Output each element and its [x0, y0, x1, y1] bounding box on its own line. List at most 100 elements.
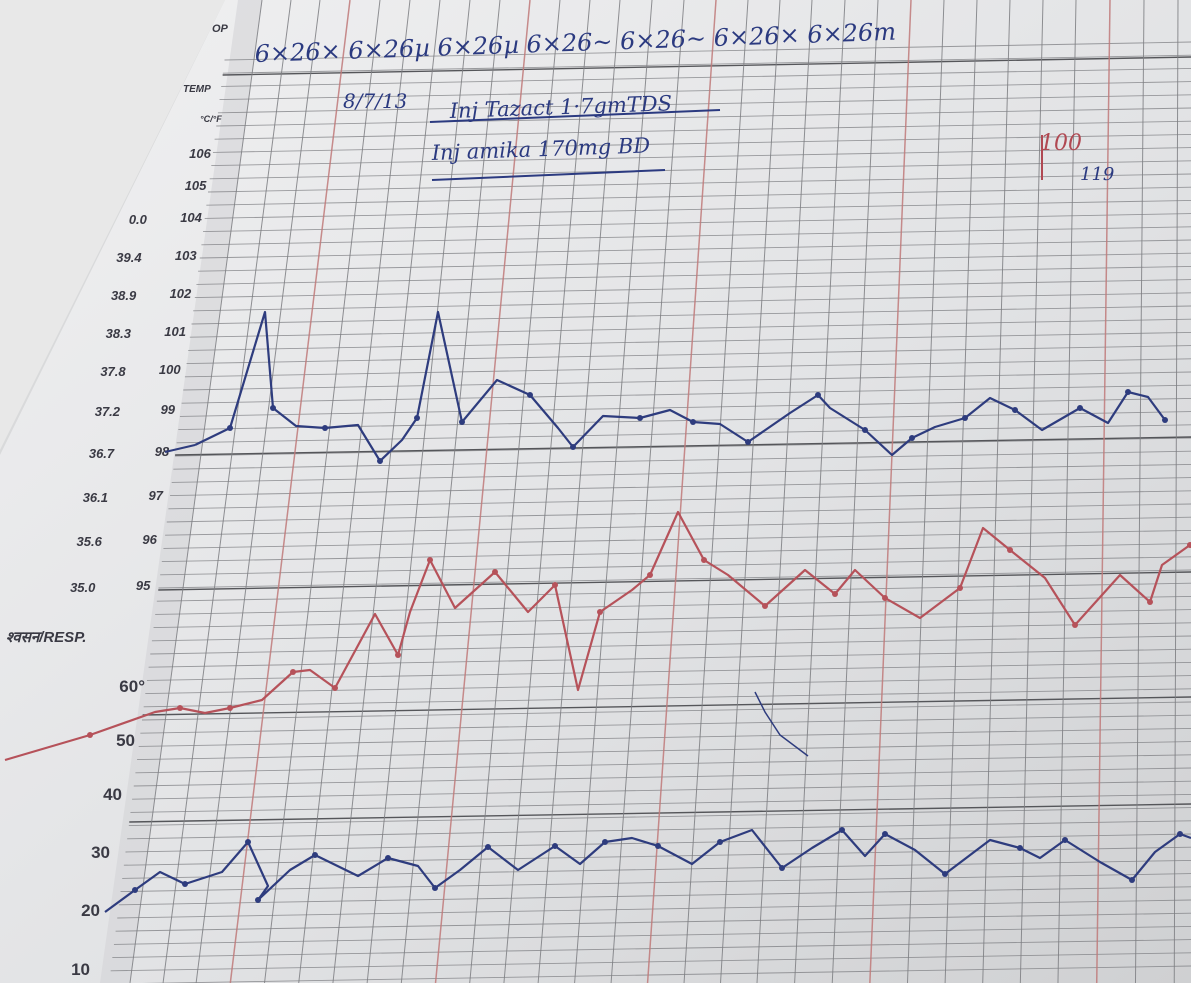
grid-h-line [158, 569, 1191, 589]
pulse-trace-dot [227, 705, 233, 711]
temperature-trace-dot [909, 435, 915, 441]
resp-tick: 20 [81, 901, 100, 920]
respiration-trace-dot [779, 865, 785, 871]
temperature-trace-dot [227, 425, 233, 431]
pulse-trace-dot [1147, 599, 1153, 605]
grid-h-line [165, 516, 1191, 536]
temperature-trace [194, 310, 1166, 463]
respiration-trace-dot [1129, 877, 1135, 883]
celsius-tick: 36.7 [89, 446, 115, 461]
celsius-tick: 35.6 [77, 534, 103, 549]
grid-h-line [191, 305, 1191, 325]
grid-h-line [127, 820, 1191, 840]
grid-h-line [163, 529, 1191, 549]
grid-h-line [142, 965, 1191, 983]
grid-v-line [469, 0, 561, 983]
pulse-trace-dot [552, 582, 558, 588]
respiration-trace-dot [882, 831, 888, 837]
vital-sign-traces [4, 310, 1191, 913]
celsius-tick: 38.3 [106, 326, 132, 341]
pulse-trace-dot [762, 603, 768, 609]
respiration-trace-dot [385, 855, 391, 861]
grid-v-line [720, 0, 781, 983]
grid-h-line [203, 213, 1191, 233]
grid-h-line [113, 925, 1191, 945]
grid-h-line [221, 67, 1191, 87]
pulse-trace-dot [701, 557, 707, 563]
resp-label: श्वसन/RESP. [6, 629, 86, 646]
grid-horizontal-lines [110, 41, 1191, 983]
grid-v-line [982, 0, 1011, 983]
grid-v-line [683, 0, 749, 983]
fahrenheit-tick: 103 [175, 248, 197, 263]
pulse-trace-dot [492, 569, 498, 575]
grid-h-line [115, 912, 1191, 932]
pulse-trace-dot [647, 572, 653, 578]
fahrenheit-tick: 100 [159, 362, 181, 377]
table-surface [0, 0, 225, 450]
grid-h-line [128, 807, 1191, 827]
header-top-label: OP [212, 23, 229, 35]
fahrenheit-tick: 104 [180, 210, 202, 225]
temperature-trace-dot [527, 392, 533, 398]
fahrenheit-tick: 97 [149, 488, 164, 503]
grid-v-line [794, 0, 846, 983]
grid-h-line [117, 899, 1191, 919]
respiration-trace [104, 828, 1191, 913]
temperature-trace-dot [1077, 405, 1083, 411]
grid-v-line [298, 0, 411, 983]
grid-h-line [120, 873, 1191, 893]
grid-v-red-line [869, 0, 912, 983]
pulse-trace-dot [87, 732, 93, 738]
respiration-trace-dot [132, 887, 138, 893]
handwritten-date: 8/7/13 [343, 89, 407, 113]
respiration-trace-dot [655, 843, 661, 849]
celsius-tick: 0.0 [129, 212, 148, 227]
grid-h-major-line [158, 571, 1191, 591]
grid-v-line [906, 0, 945, 983]
handwritten-side-bottom: 119 [1080, 164, 1114, 185]
grid-v-line [195, 0, 321, 983]
grid-v-line [400, 0, 501, 983]
respiration-scale: 60° 50 40 30 20 10 [71, 677, 145, 979]
grid-h-line [174, 437, 1191, 457]
grid-vertical-lines [129, 0, 1179, 983]
grid-v-line [537, 0, 621, 983]
celsius-tick: 38.9 [111, 288, 137, 303]
grid-h-line [188, 331, 1191, 351]
grid-v-red-line [434, 0, 531, 983]
grid-h-line [212, 133, 1191, 153]
grid-h-line [156, 582, 1191, 602]
pulse-trace-dot [882, 595, 888, 601]
grid-v-line [831, 0, 879, 983]
fahrenheit-tick: 101 [164, 324, 186, 339]
temperature-trace-dot [745, 439, 751, 445]
grid-v-line [1173, 0, 1179, 983]
grid-h-line [222, 54, 1191, 74]
temperature-trace-dot [1012, 407, 1018, 413]
stray-pen-mark [754, 691, 809, 757]
grid-h-line [110, 952, 1191, 972]
fahrenheit-tick: 98 [155, 444, 170, 459]
respiration-trace-dot [182, 881, 188, 887]
celsius-tick: 35.0 [70, 580, 96, 595]
resp-tick: 60° [119, 677, 145, 696]
fahrenheit-tick: 105 [185, 178, 207, 193]
resp-tick: 50 [116, 731, 135, 750]
celsius-tick: 37.2 [95, 404, 121, 419]
grid-v-line [610, 0, 685, 983]
temperature-trace-dot [815, 392, 821, 398]
temperature-trace-dot [570, 444, 576, 450]
underline-1 [429, 109, 721, 123]
grid-v-line [366, 0, 471, 983]
grid-h-line [181, 384, 1191, 404]
pulse-trace-dot [290, 669, 296, 675]
grid-v-line [1019, 0, 1044, 983]
grid-h-line [183, 371, 1191, 391]
grid-h-line [184, 358, 1191, 378]
temperature-scale: 106 105 104 0.0 103 39.4 102 38.9 101 38.3 100 37.8… [70, 146, 212, 595]
pulse-trace-dot [1072, 622, 1078, 628]
respiration-trace-dot [255, 897, 261, 903]
grid-h-major-line [175, 436, 1191, 456]
respiration-trace-dot [602, 839, 608, 845]
